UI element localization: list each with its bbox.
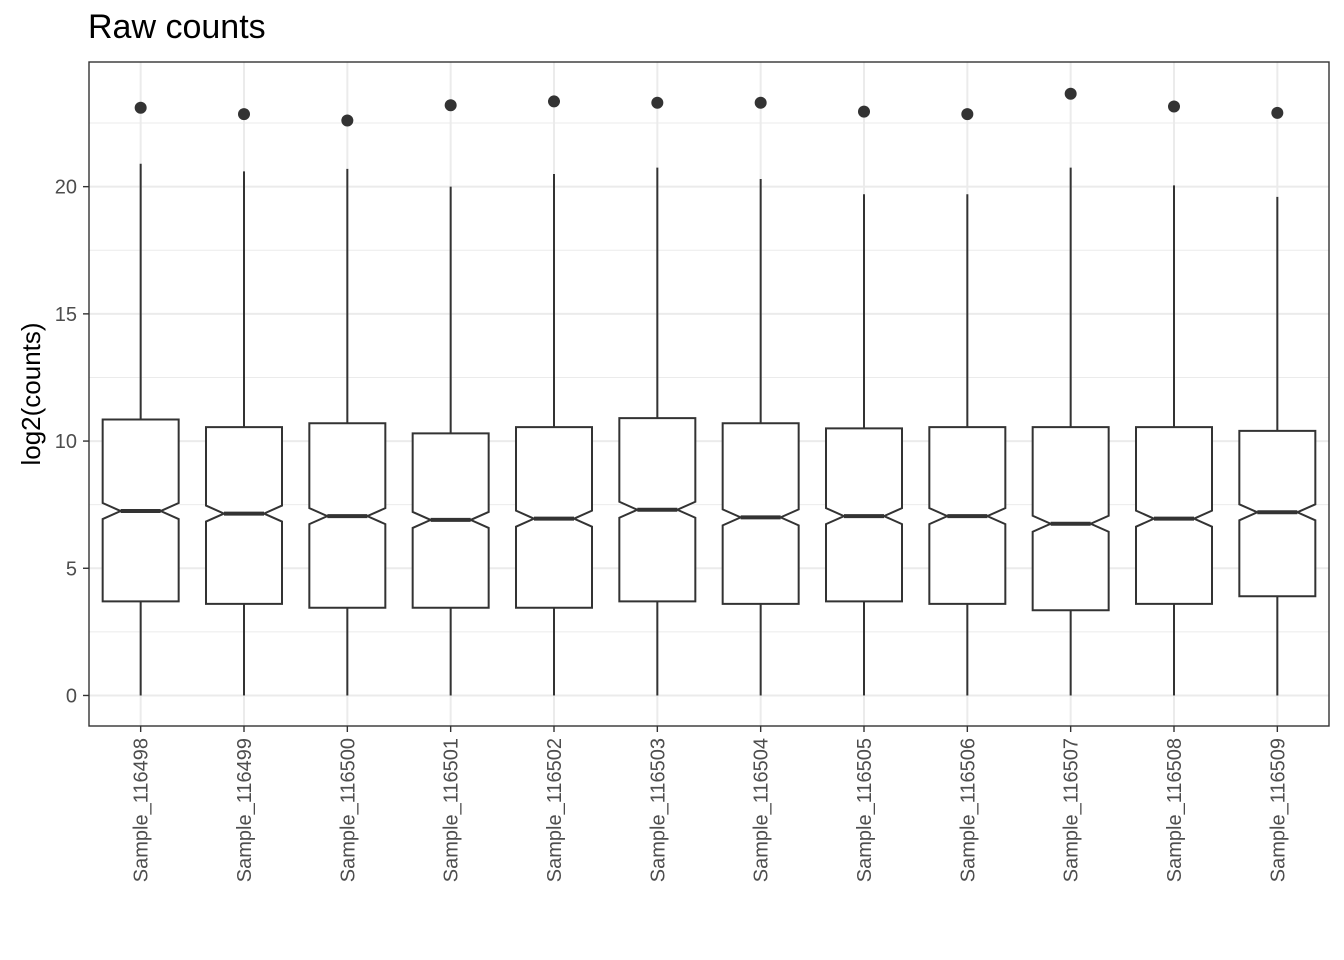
x-tick-label: Sample_116499 (234, 738, 256, 882)
box-Sample_116500 (308, 114, 387, 696)
outlier-point (134, 101, 147, 114)
box-body (721, 422, 800, 605)
box-Sample_116504 (721, 96, 800, 696)
x-tick-label: Sample_116507 (1061, 738, 1083, 882)
outlier-point (651, 96, 664, 109)
box-body (1031, 426, 1110, 612)
panel-border (88, 61, 1330, 727)
box-Sample_116506 (928, 108, 1007, 696)
outlier-point (444, 99, 457, 112)
x-axis: Sample_116498 Sample_116499 Sample_116500 S… (131, 726, 1289, 882)
x-tick-label: Sample_116506 (957, 738, 979, 882)
y-tick-label: 10 (55, 431, 77, 453)
outlier-point (548, 95, 560, 108)
box-Sample_116503 (618, 96, 697, 696)
outlier-point (858, 105, 870, 118)
outlier-point (961, 108, 974, 121)
x-tick-label: Sample_116498 (131, 738, 153, 882)
outlier-point (1168, 100, 1180, 113)
y-tick-label: 20 (55, 177, 77, 199)
box-series (101, 87, 1317, 696)
box-body (1135, 426, 1213, 605)
box-Sample_116501 (411, 99, 490, 696)
x-tick-label: Sample_116501 (441, 738, 463, 882)
grid-lines (89, 62, 1329, 726)
box-Sample_116509 (1238, 106, 1317, 696)
outlier-point (341, 114, 354, 127)
x-tick-label: Sample_116503 (647, 738, 669, 882)
y-axis-title: log2(counts) (16, 322, 46, 465)
x-tick-label: Sample_116502 (544, 738, 566, 882)
box-Sample_116505 (825, 105, 903, 696)
outlier-point (1271, 106, 1284, 119)
y-tick-label: 15 (55, 304, 77, 326)
y-tick-label: 5 (66, 558, 77, 580)
x-tick-label: Sample_116509 (1267, 738, 1289, 882)
x-tick-label: Sample_116504 (751, 738, 773, 882)
outlier-point (1064, 87, 1077, 100)
y-tick-label: 0 (66, 685, 77, 707)
x-tick-label: Sample_116508 (1164, 738, 1186, 882)
x-tick-label: Sample_116500 (337, 738, 359, 882)
box-Sample_116507 (1031, 87, 1110, 696)
box-Sample_116499 (205, 108, 283, 696)
outlier-point (238, 108, 250, 121)
box-Sample_116498 (101, 101, 180, 696)
y-axis: 0 5 10 15 20 (55, 177, 89, 707)
outlier-point (754, 96, 767, 109)
chart-title: Raw counts (88, 8, 266, 46)
x-tick-label: Sample_116505 (854, 738, 876, 882)
box-Sample_116502 (515, 95, 593, 696)
box-Sample_116508 (1135, 100, 1213, 696)
